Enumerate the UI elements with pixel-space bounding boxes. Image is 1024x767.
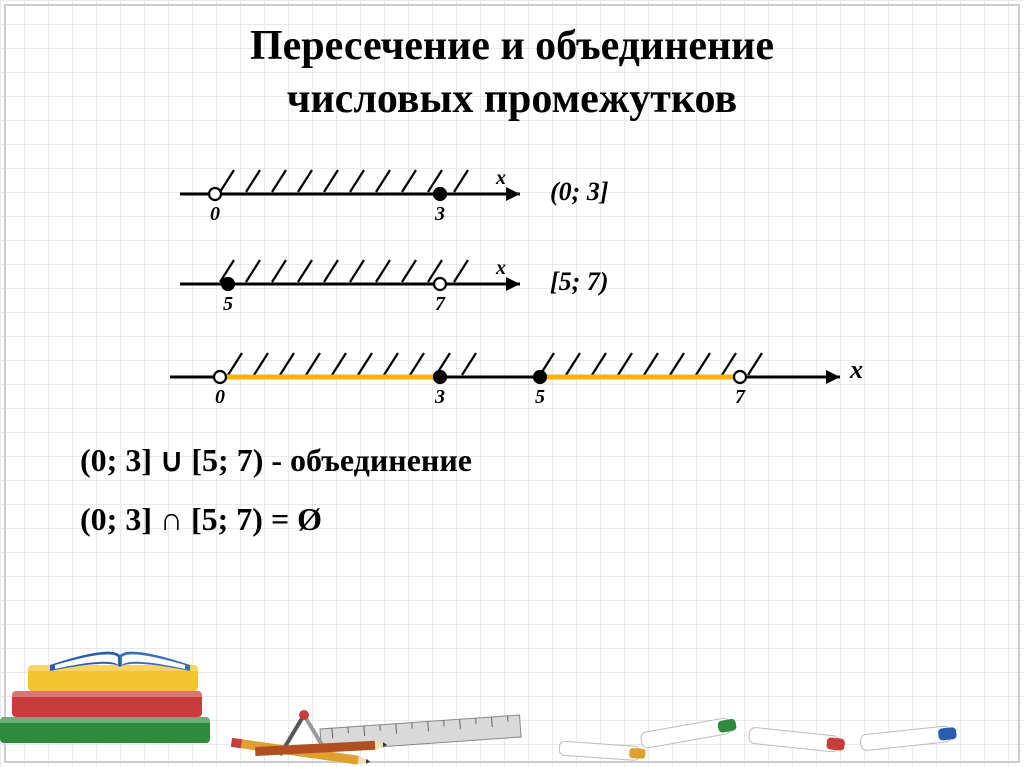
svg-text:x: x <box>495 167 506 189</box>
title-line-1: Пересечение и объединение <box>250 23 774 69</box>
svg-text:7: 7 <box>735 386 746 408</box>
interval-label-2: [5; 7) <box>550 267 608 297</box>
diagram-block: x 0 3 (0; 3] x 5 7 [5; 7) 0 3 5 7 x <box>120 149 984 419</box>
books-icon <box>0 597 260 767</box>
title-line-2: числовых промежутков <box>287 76 737 122</box>
number-line-1: x 0 3 (0; 3] <box>120 149 984 229</box>
axis-label-3: x <box>850 355 863 385</box>
number-line-3-svg: 0 3 5 7 <box>120 329 890 419</box>
content-area: Пересечение и объединение числовых проме… <box>0 0 1024 558</box>
equation-union: (0; 3] ∪ [5; 7) - объединение <box>80 441 984 479</box>
svg-text:5: 5 <box>535 386 545 408</box>
svg-text:7: 7 <box>435 293 446 315</box>
number-line-2: x 5 7 [5; 7) <box>120 239 984 319</box>
svg-text:x: x <box>495 257 506 279</box>
equation-intersection: (0; 3] ∩ [5; 7) = Ø <box>80 501 984 538</box>
svg-text:0: 0 <box>215 386 225 408</box>
svg-text:3: 3 <box>434 203 445 225</box>
number-line-3: 0 3 5 7 x <box>120 329 984 419</box>
number-line-1-svg: x 0 3 <box>120 149 560 229</box>
interval-label-1: (0; 3] <box>550 177 608 207</box>
svg-text:3: 3 <box>434 386 445 408</box>
svg-text:5: 5 <box>223 293 233 315</box>
number-line-2-svg: x 5 7 <box>120 239 560 319</box>
svg-text:0: 0 <box>210 203 220 225</box>
page-title: Пересечение и объединение числовых проме… <box>40 20 984 125</box>
